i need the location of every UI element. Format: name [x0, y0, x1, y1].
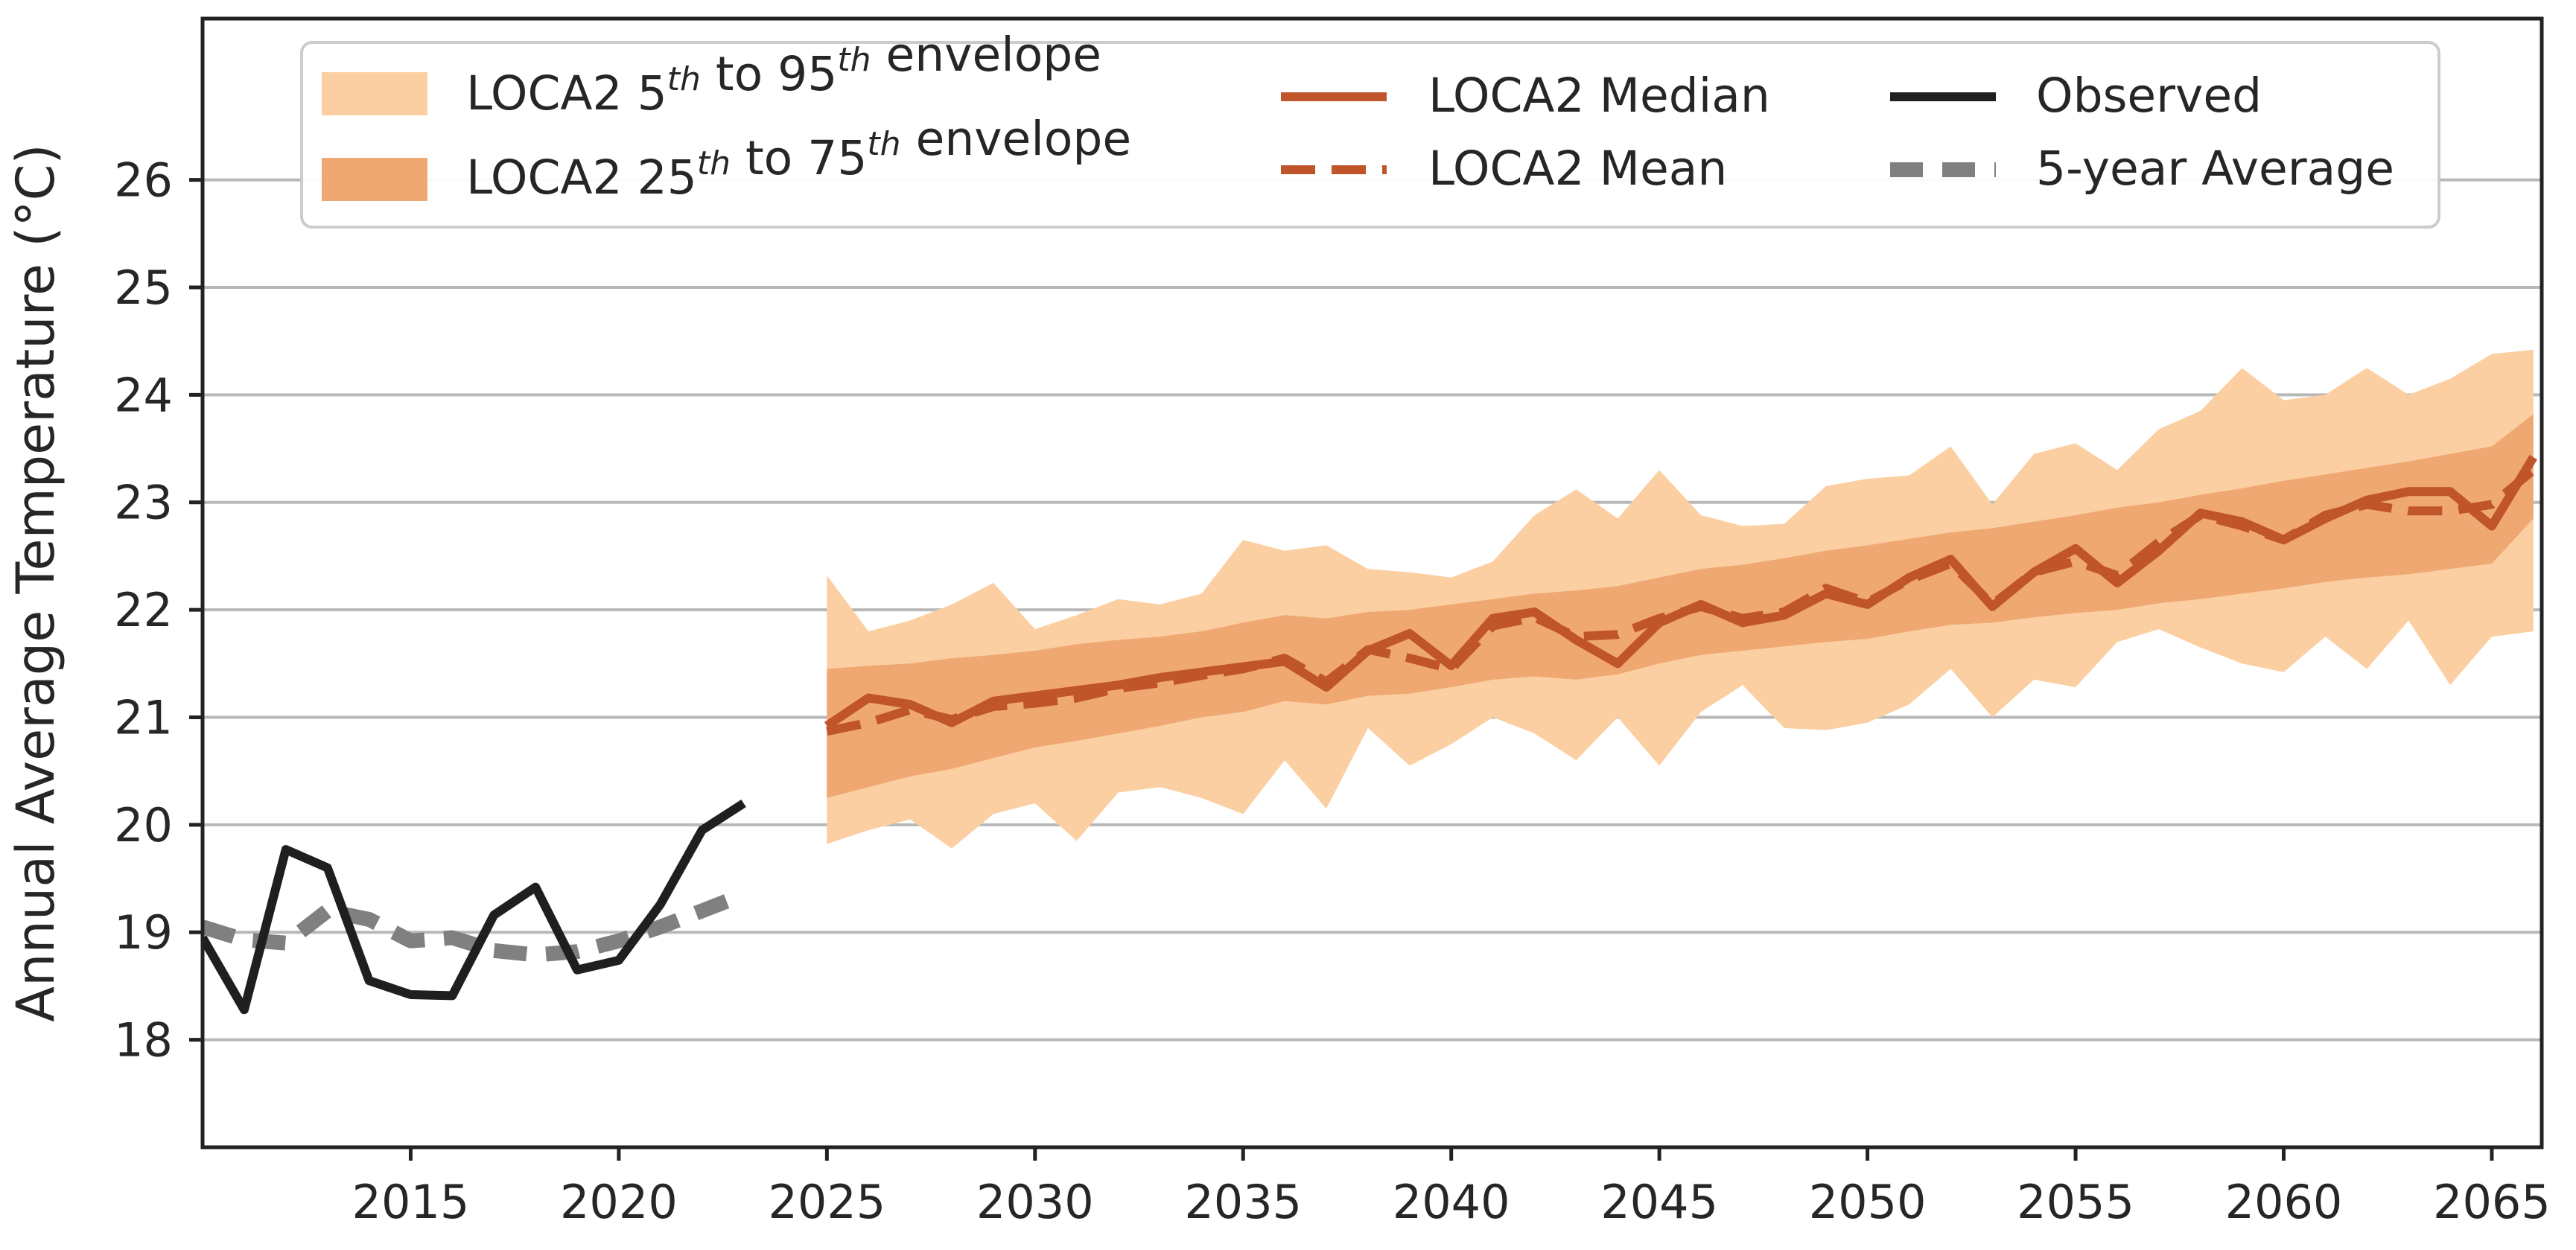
legend-label-median: LOCA2 Median — [1428, 68, 1770, 123]
y-tick-label-21: 21 — [114, 690, 173, 744]
ticks-layer: 2015 2020 2025 2030 2035 2040 2045 2050 2055 2060… — [114, 153, 2551, 1229]
x-tick-label-2030: 2030 — [976, 1175, 1094, 1229]
y-tick-label-18: 18 — [114, 1013, 173, 1068]
legend-label-envelope-5-95: LOCA2 5th to 95th envelope — [466, 28, 1101, 121]
envelope-25-75-band — [827, 414, 2534, 798]
legend-label-mean: LOCA2 Mean — [1428, 141, 1727, 196]
y-tick-label-25: 25 — [114, 261, 173, 315]
legend-box — [300, 41, 2440, 229]
loca2-median-line — [824, 454, 2537, 730]
x-tick-label-2045: 2045 — [1600, 1175, 1718, 1229]
legend-label-five-year-average: 5-year Average — [2036, 141, 2394, 196]
y-tick-label-20: 20 — [114, 798, 173, 852]
x-tick-label-2020: 2020 — [560, 1175, 678, 1229]
observed-line — [203, 799, 746, 1015]
x-tick-label-2035: 2035 — [1184, 1175, 1302, 1229]
x-tick-label-2050: 2050 — [1809, 1175, 1927, 1229]
series-layer — [203, 349, 2537, 1015]
y-axis-title: Annual Average Temperature (°C) — [5, 144, 66, 1021]
y-tick-label-19: 19 — [114, 905, 173, 960]
x-tick-label-2025: 2025 — [768, 1175, 885, 1229]
y-tick-label-26: 26 — [114, 153, 173, 208]
x-tick-label-2015: 2015 — [352, 1175, 470, 1229]
x-tick-label-2055: 2055 — [2017, 1175, 2134, 1229]
y-tick-label-22: 22 — [114, 583, 173, 637]
legend-label-observed: Observed — [2036, 68, 2262, 123]
y-tick-label-23: 23 — [114, 476, 173, 530]
x-tick-label-2040: 2040 — [1393, 1175, 1510, 1229]
legend-swatch-envelope-25-75 — [322, 158, 427, 201]
five-year-average-line — [203, 887, 747, 963]
plot-frame — [200, 16, 2544, 1149]
legend-label-envelope-25-75: LOCA2 25th to 75th envelope — [466, 112, 1131, 205]
x-tick-label-2060: 2060 — [2225, 1175, 2343, 1229]
y-tick-label-24: 24 — [114, 368, 173, 422]
x-tick-label-2065: 2065 — [2433, 1175, 2551, 1229]
legend-swatch-envelope-5-95 — [322, 72, 427, 115]
